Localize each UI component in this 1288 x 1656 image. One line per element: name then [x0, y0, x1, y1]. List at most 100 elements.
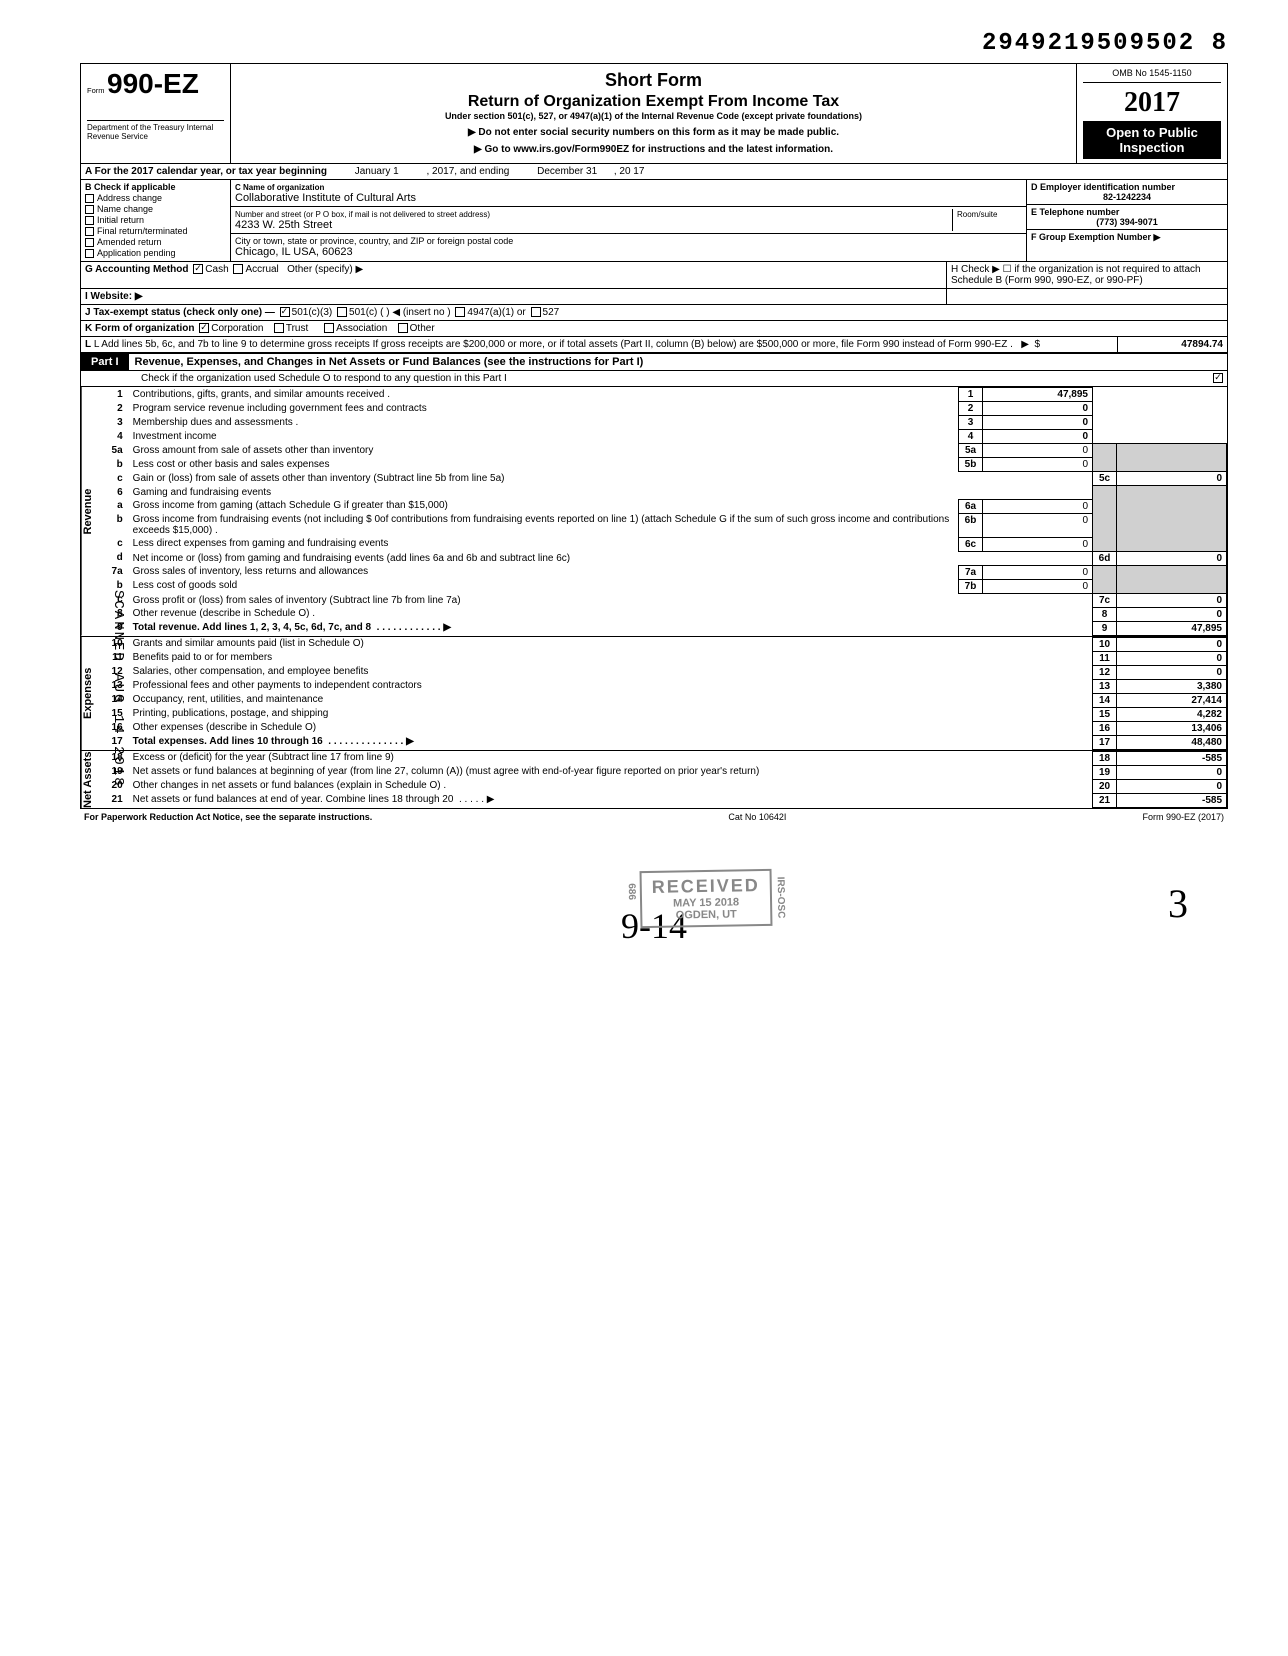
dept-label: Department of the Treasury Internal Reve… [87, 120, 224, 141]
l-amount: 47894.74 [1181, 339, 1223, 350]
lbl-address-change: Address change [97, 193, 162, 203]
addr-label: Number and street (or P O box, if mail i… [235, 210, 490, 219]
open-inspection: Open to Public Inspection [1083, 121, 1221, 159]
col-d: D Employer identification number 82-1242… [1027, 180, 1227, 261]
stamp-left: 686 [626, 883, 637, 900]
col-b-header: B Check if applicable [85, 182, 226, 192]
i-label: I Website: ▶ [85, 291, 143, 302]
k-label: K Form of organization [85, 323, 194, 334]
row-k: K Form of organization Corporation Trust… [81, 321, 1227, 337]
side-expenses: Expenses [81, 637, 101, 750]
tax-year: 2017 [1083, 87, 1221, 119]
chk-pending[interactable] [85, 249, 94, 258]
row-g-h: G Accounting Method Cash Accrual Other (… [81, 262, 1227, 289]
chk-527[interactable] [531, 307, 541, 317]
header-row: Form 990-EZ Department of the Treasury I… [81, 64, 1227, 164]
lbl-name-change: Name change [97, 204, 153, 214]
part1-header: Part I Revenue, Expenses, and Changes in… [81, 353, 1227, 371]
footer-left: For Paperwork Reduction Act Notice, see … [84, 812, 372, 822]
lbl-cash: Cash [205, 264, 228, 275]
form-title: Return of Organization Exempt From Incom… [241, 93, 1066, 111]
chk-amended[interactable] [85, 238, 94, 247]
chk-accrual[interactable] [233, 264, 243, 274]
chk-cash[interactable] [193, 264, 203, 274]
line-a-mid: , 2017, and ending [426, 166, 509, 177]
lbl-501c: 501(c) ( ) ◀ (insert no ) [349, 307, 451, 318]
tel-value: (773) 394-9071 [1031, 217, 1223, 227]
expenses-table: 10Grants and similar amounts paid (list … [101, 637, 1227, 750]
header-left: Form 990-EZ Department of the Treasury I… [81, 64, 231, 163]
netassets-section: Net Assets 18Excess or (deficit) for the… [81, 751, 1227, 808]
line-a-tail: , 20 17 [614, 166, 645, 177]
lbl-501c3: 501(c)(3) [292, 307, 333, 318]
footer-right: Form 990-EZ (2017) [1142, 812, 1224, 822]
chk-501c3[interactable] [280, 307, 290, 317]
expenses-section: Expenses 10Grants and similar amounts pa… [81, 637, 1227, 751]
handwritten-note: 9-14 [80, 905, 1228, 947]
h-cell: H Check ▶ ☐ if the organization is not r… [947, 262, 1227, 288]
under-section: Under section 501(c), 527, or 4947(a)(1)… [241, 111, 1066, 121]
tax-begin: January 1 [355, 166, 399, 177]
arrow-ssn: ▶ Do not enter social security numbers o… [241, 127, 1066, 138]
lbl-pending: Application pending [97, 248, 176, 258]
chk-other-org[interactable] [398, 323, 408, 333]
lbl-assoc: Association [336, 323, 387, 334]
line-a: A For the 2017 calendar year, or tax yea… [81, 164, 1227, 180]
short-form-title: Short Form [241, 70, 1066, 91]
revenue-table: 1Contributions, gifts, grants, and simil… [101, 387, 1227, 636]
side-revenue: Revenue [81, 387, 101, 636]
side-netassets: Net Assets [81, 751, 101, 808]
chk-4947[interactable] [455, 307, 465, 317]
l-text: L Add lines 5b, 6c, and 7b to line 9 to … [94, 339, 1013, 350]
lbl-initial: Initial return [97, 215, 144, 225]
part1-checkline: Check if the organization used Schedule … [81, 371, 1207, 386]
revenue-section: Revenue 1Contributions, gifts, grants, a… [81, 387, 1227, 637]
tax-end: December 31 [537, 166, 597, 177]
lbl-corp: Corporation [211, 323, 263, 334]
chk-initial[interactable] [85, 216, 94, 225]
arrow-url: ▶ Go to www.irs.gov/Form990EZ for instru… [241, 144, 1066, 155]
lbl-527: 527 [543, 307, 560, 318]
chk-assoc[interactable] [324, 323, 334, 333]
name-label: C Name of organization [235, 183, 324, 192]
chk-corp[interactable] [199, 323, 209, 333]
chk-address[interactable] [85, 194, 94, 203]
room-label: Room/suite [957, 210, 997, 219]
j-label: J Tax-exempt status (check only one) — [85, 307, 275, 318]
dln-number: 2949219509502 8 [80, 30, 1228, 57]
chk-final[interactable] [85, 227, 94, 236]
col-b: B Check if applicable Address change Nam… [81, 180, 231, 261]
col-c: C Name of organization Collaborative Ins… [231, 180, 1027, 261]
part1-label: Part I [81, 354, 129, 370]
lbl-trust: Trust [286, 323, 308, 334]
lbl-other-method: Other (specify) ▶ [287, 264, 363, 275]
org-name: Collaborative Institute of Cultural Arts [235, 192, 416, 204]
footer-mid: Cat No 10642I [728, 812, 786, 822]
netassets-table: 18Excess or (deficit) for the year (Subt… [101, 751, 1227, 808]
lbl-final: Final return/terminated [97, 226, 188, 236]
info-block: B Check if applicable Address change Nam… [81, 180, 1227, 262]
omb-number: OMB No 1545-1150 [1083, 68, 1221, 83]
lbl-accrual: Accrual [245, 264, 278, 275]
city-state-zip: Chicago, IL USA, 60623 [235, 246, 353, 258]
city-label: City or town, state or province, country… [235, 236, 513, 246]
scanned-stamp: SCANNED AUG 14 2018 [110, 590, 126, 788]
stamp-received: RECEIVED [652, 875, 760, 898]
lbl-amended: Amended return [97, 237, 162, 247]
line-a-label: A For the 2017 calendar year, or tax yea… [85, 166, 327, 177]
header-right: OMB No 1545-1150 2017 Open to Public Ins… [1077, 64, 1227, 163]
lbl-other-org: Other [410, 323, 435, 334]
page-number: 3 [1168, 880, 1188, 927]
form-number: 990-EZ [107, 68, 199, 99]
g-label: G Accounting Method [85, 264, 189, 275]
chk-schedule-o[interactable] [1213, 373, 1223, 383]
chk-501c[interactable] [337, 307, 347, 317]
footer: For Paperwork Reduction Act Notice, see … [80, 809, 1228, 825]
row-j: J Tax-exempt status (check only one) — 5… [81, 305, 1227, 321]
row-l: L L Add lines 5b, 6c, and 7b to line 9 t… [81, 337, 1227, 353]
tel-label: E Telephone number [1031, 207, 1119, 217]
chk-name[interactable] [85, 205, 94, 214]
chk-trust[interactable] [274, 323, 284, 333]
street-address: 4233 W. 25th Street [235, 219, 332, 231]
form-frame: Form 990-EZ Department of the Treasury I… [80, 63, 1228, 809]
